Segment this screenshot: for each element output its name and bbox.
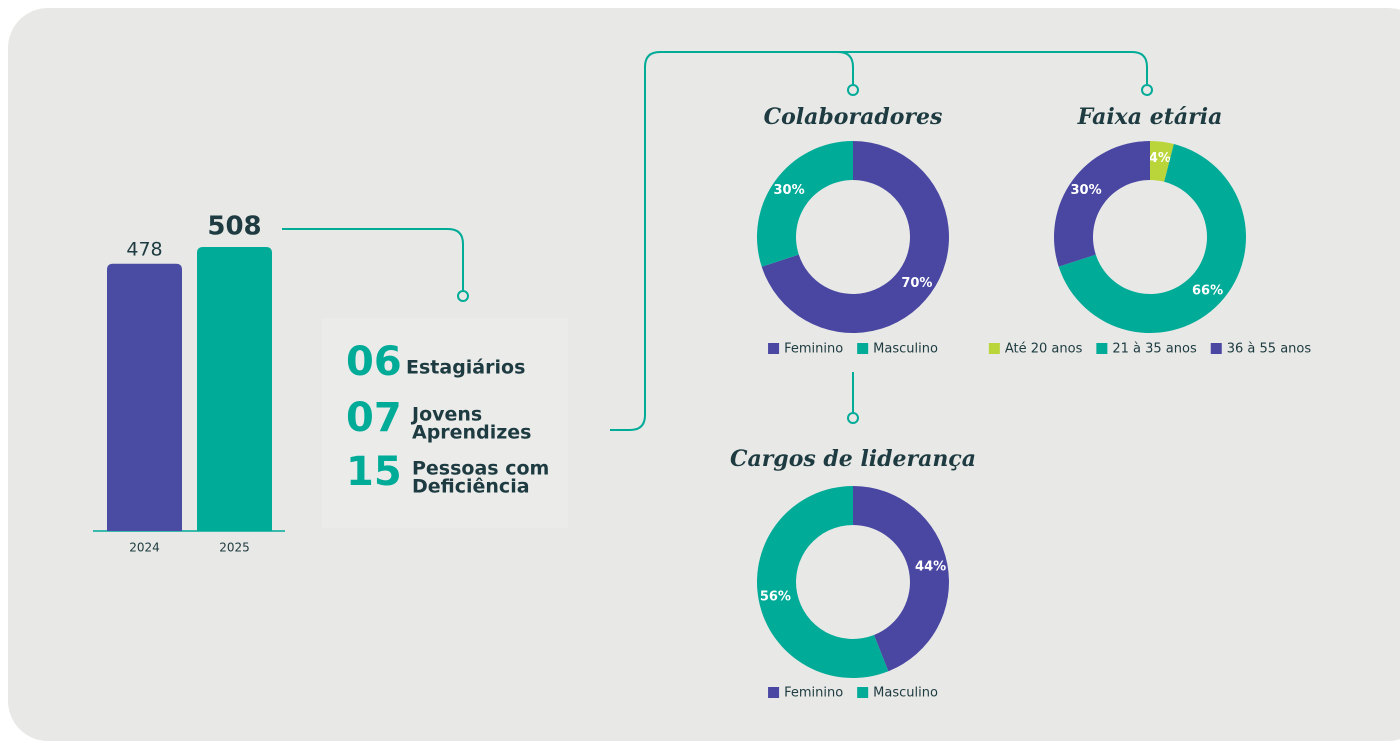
legend-swatch bbox=[768, 687, 780, 698]
legend: Feminino Masculino bbox=[768, 686, 938, 701]
legend-label: Feminino bbox=[784, 686, 843, 701]
donut-segment bbox=[1150, 141, 1174, 182]
data-label: 4% bbox=[1149, 151, 1171, 166]
legend-label: Feminino bbox=[784, 342, 843, 357]
legend-label: Masculino bbox=[873, 686, 938, 701]
legend-label: 36 à 55 anos bbox=[1227, 342, 1312, 357]
donut-segment bbox=[1058, 144, 1246, 333]
bar bbox=[107, 263, 182, 531]
donut-segment bbox=[853, 486, 949, 672]
stat-label: Pessoas com bbox=[412, 458, 549, 480]
connector-dot bbox=[1141, 84, 1153, 96]
bar-value-label: 508 bbox=[207, 212, 261, 242]
donut-segment bbox=[756, 141, 853, 267]
panel bbox=[8, 8, 1400, 741]
chart-title: Faixa etária bbox=[1077, 104, 1223, 130]
connector bbox=[837, 51, 854, 84]
stat-number: 06 bbox=[346, 339, 402, 385]
legend-swatch bbox=[1210, 343, 1222, 354]
data-label: 30% bbox=[774, 183, 805, 198]
bar bbox=[197, 247, 272, 531]
donut-segment bbox=[1054, 141, 1150, 267]
chart-title: Cargos de liderança bbox=[730, 446, 976, 472]
connector-dot bbox=[847, 84, 859, 96]
data-label: 56% bbox=[760, 589, 791, 604]
legend-swatch bbox=[857, 343, 869, 354]
legend-label: Masculino bbox=[873, 342, 938, 357]
x-tick-label: 2025 bbox=[219, 541, 250, 555]
donut-segment bbox=[757, 486, 889, 678]
stat-label: Deficiência bbox=[412, 476, 530, 498]
legend: Feminino Masculino bbox=[768, 342, 938, 357]
data-label: 30% bbox=[1071, 183, 1102, 198]
bar-value-label: 478 bbox=[126, 238, 162, 260]
legend-swatch bbox=[988, 343, 1000, 354]
stat-label: Aprendizes bbox=[412, 422, 531, 444]
legend-label: Até 20 anos bbox=[1005, 342, 1083, 357]
stats-box bbox=[322, 318, 568, 528]
data-label: 66% bbox=[1192, 284, 1223, 299]
stat-label: Estagiários bbox=[406, 357, 525, 379]
connector-dot bbox=[457, 290, 469, 302]
connector bbox=[610, 51, 1148, 431]
stat-number: 07 bbox=[346, 395, 402, 441]
data-label: 70% bbox=[901, 276, 932, 291]
chart-title: Colaboradores bbox=[764, 104, 943, 130]
legend-swatch bbox=[857, 687, 869, 698]
stat-number: 15 bbox=[346, 449, 402, 495]
legend-swatch bbox=[768, 343, 780, 354]
connector bbox=[282, 228, 464, 290]
stat-label: Jovens bbox=[410, 404, 482, 426]
x-tick-label: 2024 bbox=[129, 541, 160, 555]
legend-swatch bbox=[1096, 343, 1108, 354]
data-label: 44% bbox=[915, 560, 946, 575]
connector-dot bbox=[847, 412, 859, 424]
donut-segment bbox=[761, 141, 949, 333]
legend: Até 20 anos 21 à 35 anos 36 à 55 anos bbox=[988, 342, 1312, 357]
legend-label: 21 à 35 anos bbox=[1112, 342, 1197, 357]
